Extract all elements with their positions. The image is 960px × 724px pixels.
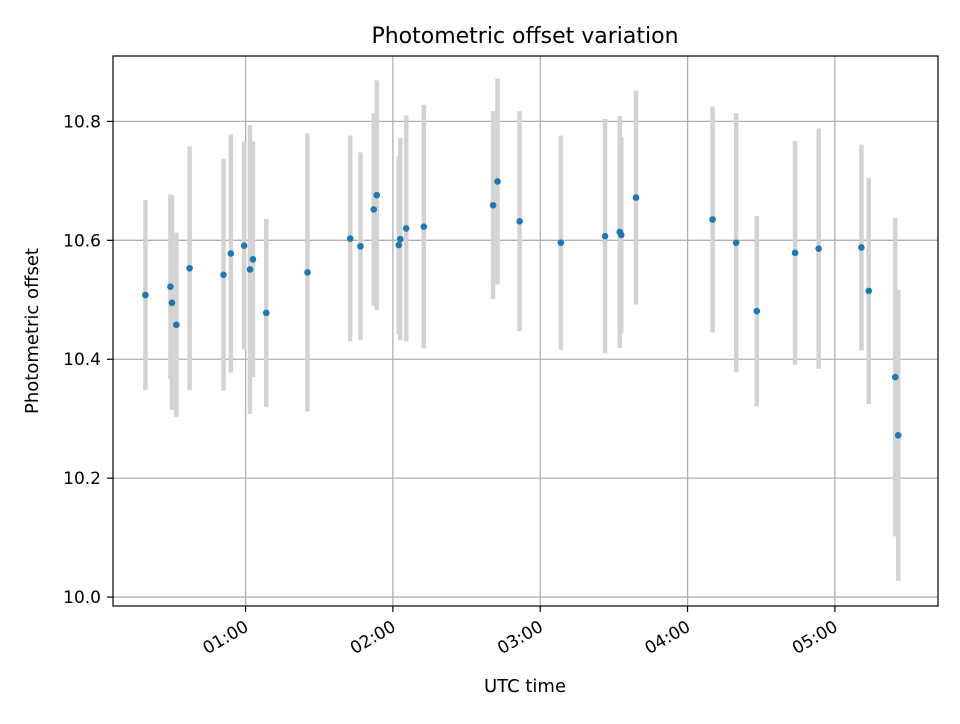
chart-title: Photometric offset variation	[371, 24, 678, 49]
y-tick-label: 10.6	[63, 231, 101, 251]
data-point	[186, 264, 193, 272]
data-point	[516, 217, 523, 225]
data-point	[632, 194, 640, 201]
data-point	[489, 201, 497, 209]
data-point	[220, 271, 227, 279]
data-point	[753, 307, 761, 315]
data-points	[142, 178, 902, 439]
data-point	[249, 256, 257, 263]
y-tick-label: 10.4	[63, 350, 101, 370]
data-point	[791, 249, 799, 257]
data-point	[858, 244, 865, 251]
data-point	[601, 232, 609, 240]
data-point	[227, 250, 235, 257]
y-tick-label: 10.0	[63, 588, 101, 608]
y-axis-label: Photometric offset	[22, 248, 43, 414]
data-point	[815, 245, 822, 252]
y-tick-label: 10.8	[63, 112, 101, 132]
data-point	[173, 321, 180, 329]
data-point	[346, 235, 354, 242]
data-point	[167, 283, 174, 291]
data-point	[865, 287, 873, 295]
data-point	[246, 266, 254, 273]
data-point	[420, 223, 428, 230]
data-point	[357, 242, 364, 250]
data-point	[168, 299, 176, 307]
data-point	[891, 373, 899, 381]
data-point	[396, 235, 404, 243]
data-point	[557, 239, 565, 247]
plot-frame	[112, 55, 939, 607]
data-point	[395, 241, 403, 249]
data-point	[304, 269, 311, 276]
data-point	[617, 231, 625, 239]
data-point	[709, 216, 716, 223]
data-point	[262, 309, 270, 317]
data-point	[373, 191, 381, 199]
data-point	[894, 432, 902, 439]
y-axis-ticks: 10.0 10.2 10.4 10.6 10.8	[63, 112, 113, 608]
data-point	[370, 206, 378, 213]
data-point	[494, 178, 501, 185]
data-point	[732, 239, 740, 247]
x-axis-label: UTC time	[484, 676, 566, 697]
data-point	[142, 291, 149, 299]
data-point	[402, 225, 410, 232]
data-point	[240, 242, 248, 249]
y-tick-label: 10.2	[63, 469, 101, 489]
